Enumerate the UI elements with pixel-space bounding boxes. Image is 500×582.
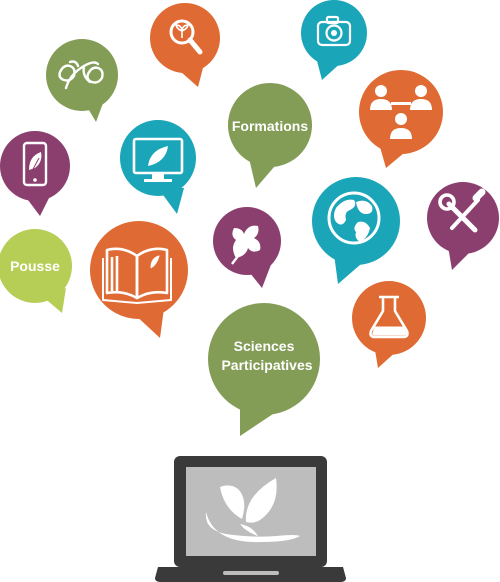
leaf-logo-icon: [205, 478, 300, 543]
bubble-monitor: [120, 120, 196, 214]
bubble-sciences: Sciences Participatives: [208, 303, 320, 436]
tulip-flowers-icon: [58, 60, 104, 90]
bubble-formations: Formations: [228, 83, 312, 188]
sciences-label-line1: Sciences: [234, 338, 295, 354]
bubble-globe: [312, 177, 400, 284]
pousse-label: Pousse: [10, 258, 60, 274]
monitor-leaf-icon: [132, 137, 184, 182]
sciences-label-line2: Participatives: [221, 357, 312, 373]
people-network-icon: [370, 85, 432, 139]
magnifier-plant-icon: [169, 19, 203, 55]
globe-icon: [327, 191, 381, 245]
bubble-tools: [427, 182, 499, 270]
vine-leaf-icon: [231, 225, 261, 265]
bubble-book: [90, 221, 188, 338]
lab-flask-icon: [369, 295, 409, 339]
bubble-phone: [0, 131, 70, 216]
bubble-network: [359, 70, 443, 168]
bubble-tulips: [46, 39, 118, 122]
camera-icon: [316, 15, 352, 47]
smartphone-leaf-icon: [22, 141, 48, 187]
bubble-flask: [352, 281, 426, 368]
wrench-screwdriver-icon: [438, 188, 486, 233]
bubble-magnifier: [150, 3, 220, 87]
bubble-pousse: Pousse: [0, 229, 72, 313]
bubble-camera: [301, 0, 367, 80]
formations-label: Formations: [232, 118, 308, 134]
bubble-vine-leaf: [213, 207, 281, 288]
open-book-icon: [102, 247, 172, 304]
laptop-icon: [155, 456, 346, 582]
